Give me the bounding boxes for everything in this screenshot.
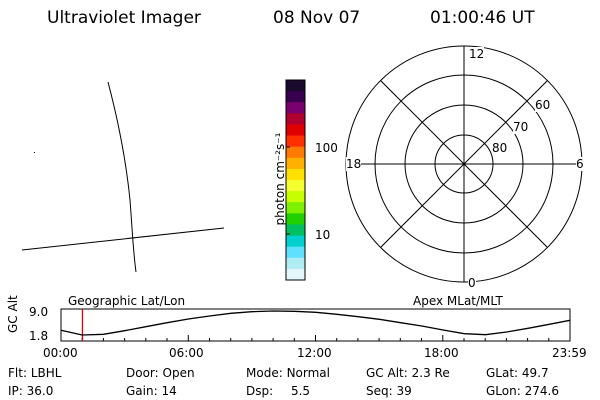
y-axis-label: GC Alt [6,295,20,333]
longitude-line [107,81,137,273]
x-tick-00: 00:00 [43,346,78,360]
mlt-label-0: 0 [468,276,476,290]
dsp-field: Dsp: 5.5 [246,384,310,398]
colorbar-stripe [286,202,305,214]
colorbar-stripe [286,180,305,192]
colorbar-tick-10: 10 [315,228,331,242]
colorbar-stripe [286,102,305,114]
x-tick-12: 12:00 [297,346,332,360]
door-label: Door: [126,366,159,380]
colorbar-stripe [286,113,305,125]
ip-label: IP: [8,384,23,398]
colorbar-stripe [286,91,305,103]
ip-value: 36.0 [26,384,54,398]
lat-label-70: 70 [513,120,529,134]
colorbar-stripe [286,146,305,159]
dsp-value: 5.5 [290,384,311,398]
glat-value: 49.7 [521,366,549,380]
gcalt-label: GC Alt: [366,366,408,380]
x-tick-2359: 23:59 [552,346,587,360]
app-title: Ultraviolet Imager [47,8,201,28]
colorbar-label: photon cm⁻²s⁻¹ [273,132,287,226]
flt-value: LBHL [30,366,62,380]
gain-field: Gain: 14 [126,384,177,398]
colorbar-stripe [286,246,305,259]
speck [34,152,35,153]
flt-field: Flt: LBHL [8,366,61,380]
door-value: Open [162,366,195,380]
altitude-series-line [60,310,571,336]
y-tick-9: 9.0 [29,305,49,319]
ip-field: IP: 36.0 [8,384,53,398]
colorbar-stripe [286,224,305,237]
seq-value: 39 [396,384,412,398]
y-tick-1-8: 1.8 [29,329,49,343]
gain-value: 14 [161,384,177,398]
latitude-line [21,227,225,251]
gcalt-value: 2.3 Re [411,366,450,380]
colorbar-stripe [286,213,305,225]
x-tick-06: 06:00 [169,346,204,360]
colorbar-stripe [286,168,305,181]
gcalt-field: GC Alt: 2.3 Re [366,366,450,380]
colorbar-stripe [286,157,305,170]
colorbar-stripe [286,268,305,281]
glat-label: GLat: [486,366,519,380]
lat-label-80: 80 [492,141,508,155]
x-tick-18: 18:00 [424,346,459,360]
seq-field: Seq: 39 [366,384,412,398]
mlt-label-6: 6 [576,157,584,171]
colorbar-stripe [286,124,305,137]
flt-label: Flt: [8,366,27,380]
mlt-label-12: 12 [469,47,485,61]
date-label: 08 Nov 07 [273,8,361,28]
glon-value: 274.6 [524,384,559,398]
lat-label-60: 60 [535,98,551,112]
geographic-label: Geographic Lat/Lon [68,294,186,308]
gain-label: Gain: [126,384,158,398]
mlt-label-18: 18 [346,157,362,171]
seq-label: Seq: [366,384,393,398]
glon-field: GLon: 274.6 [486,384,559,398]
colorbar-stripe [286,80,305,92]
colorbar-stripe [286,257,305,270]
mode-field: Mode: Normal [246,366,330,380]
colorbar-stripe [286,191,305,203]
colorbar-tick-100: 100 [315,141,338,155]
colorbar-stripe [286,135,305,148]
time-label: 01:00:46 UT [430,8,535,28]
glat-field: GLat: 49.7 [486,366,549,380]
door-field: Door: Open [126,366,195,380]
mode-label: Mode: [246,366,283,380]
dsp-label: Dsp: [246,384,274,398]
mode-value: Normal [286,366,330,380]
glon-label: GLon: [486,384,521,398]
colorbar-stripe [286,235,305,248]
apex-label: Apex MLat/MLT [413,294,503,308]
